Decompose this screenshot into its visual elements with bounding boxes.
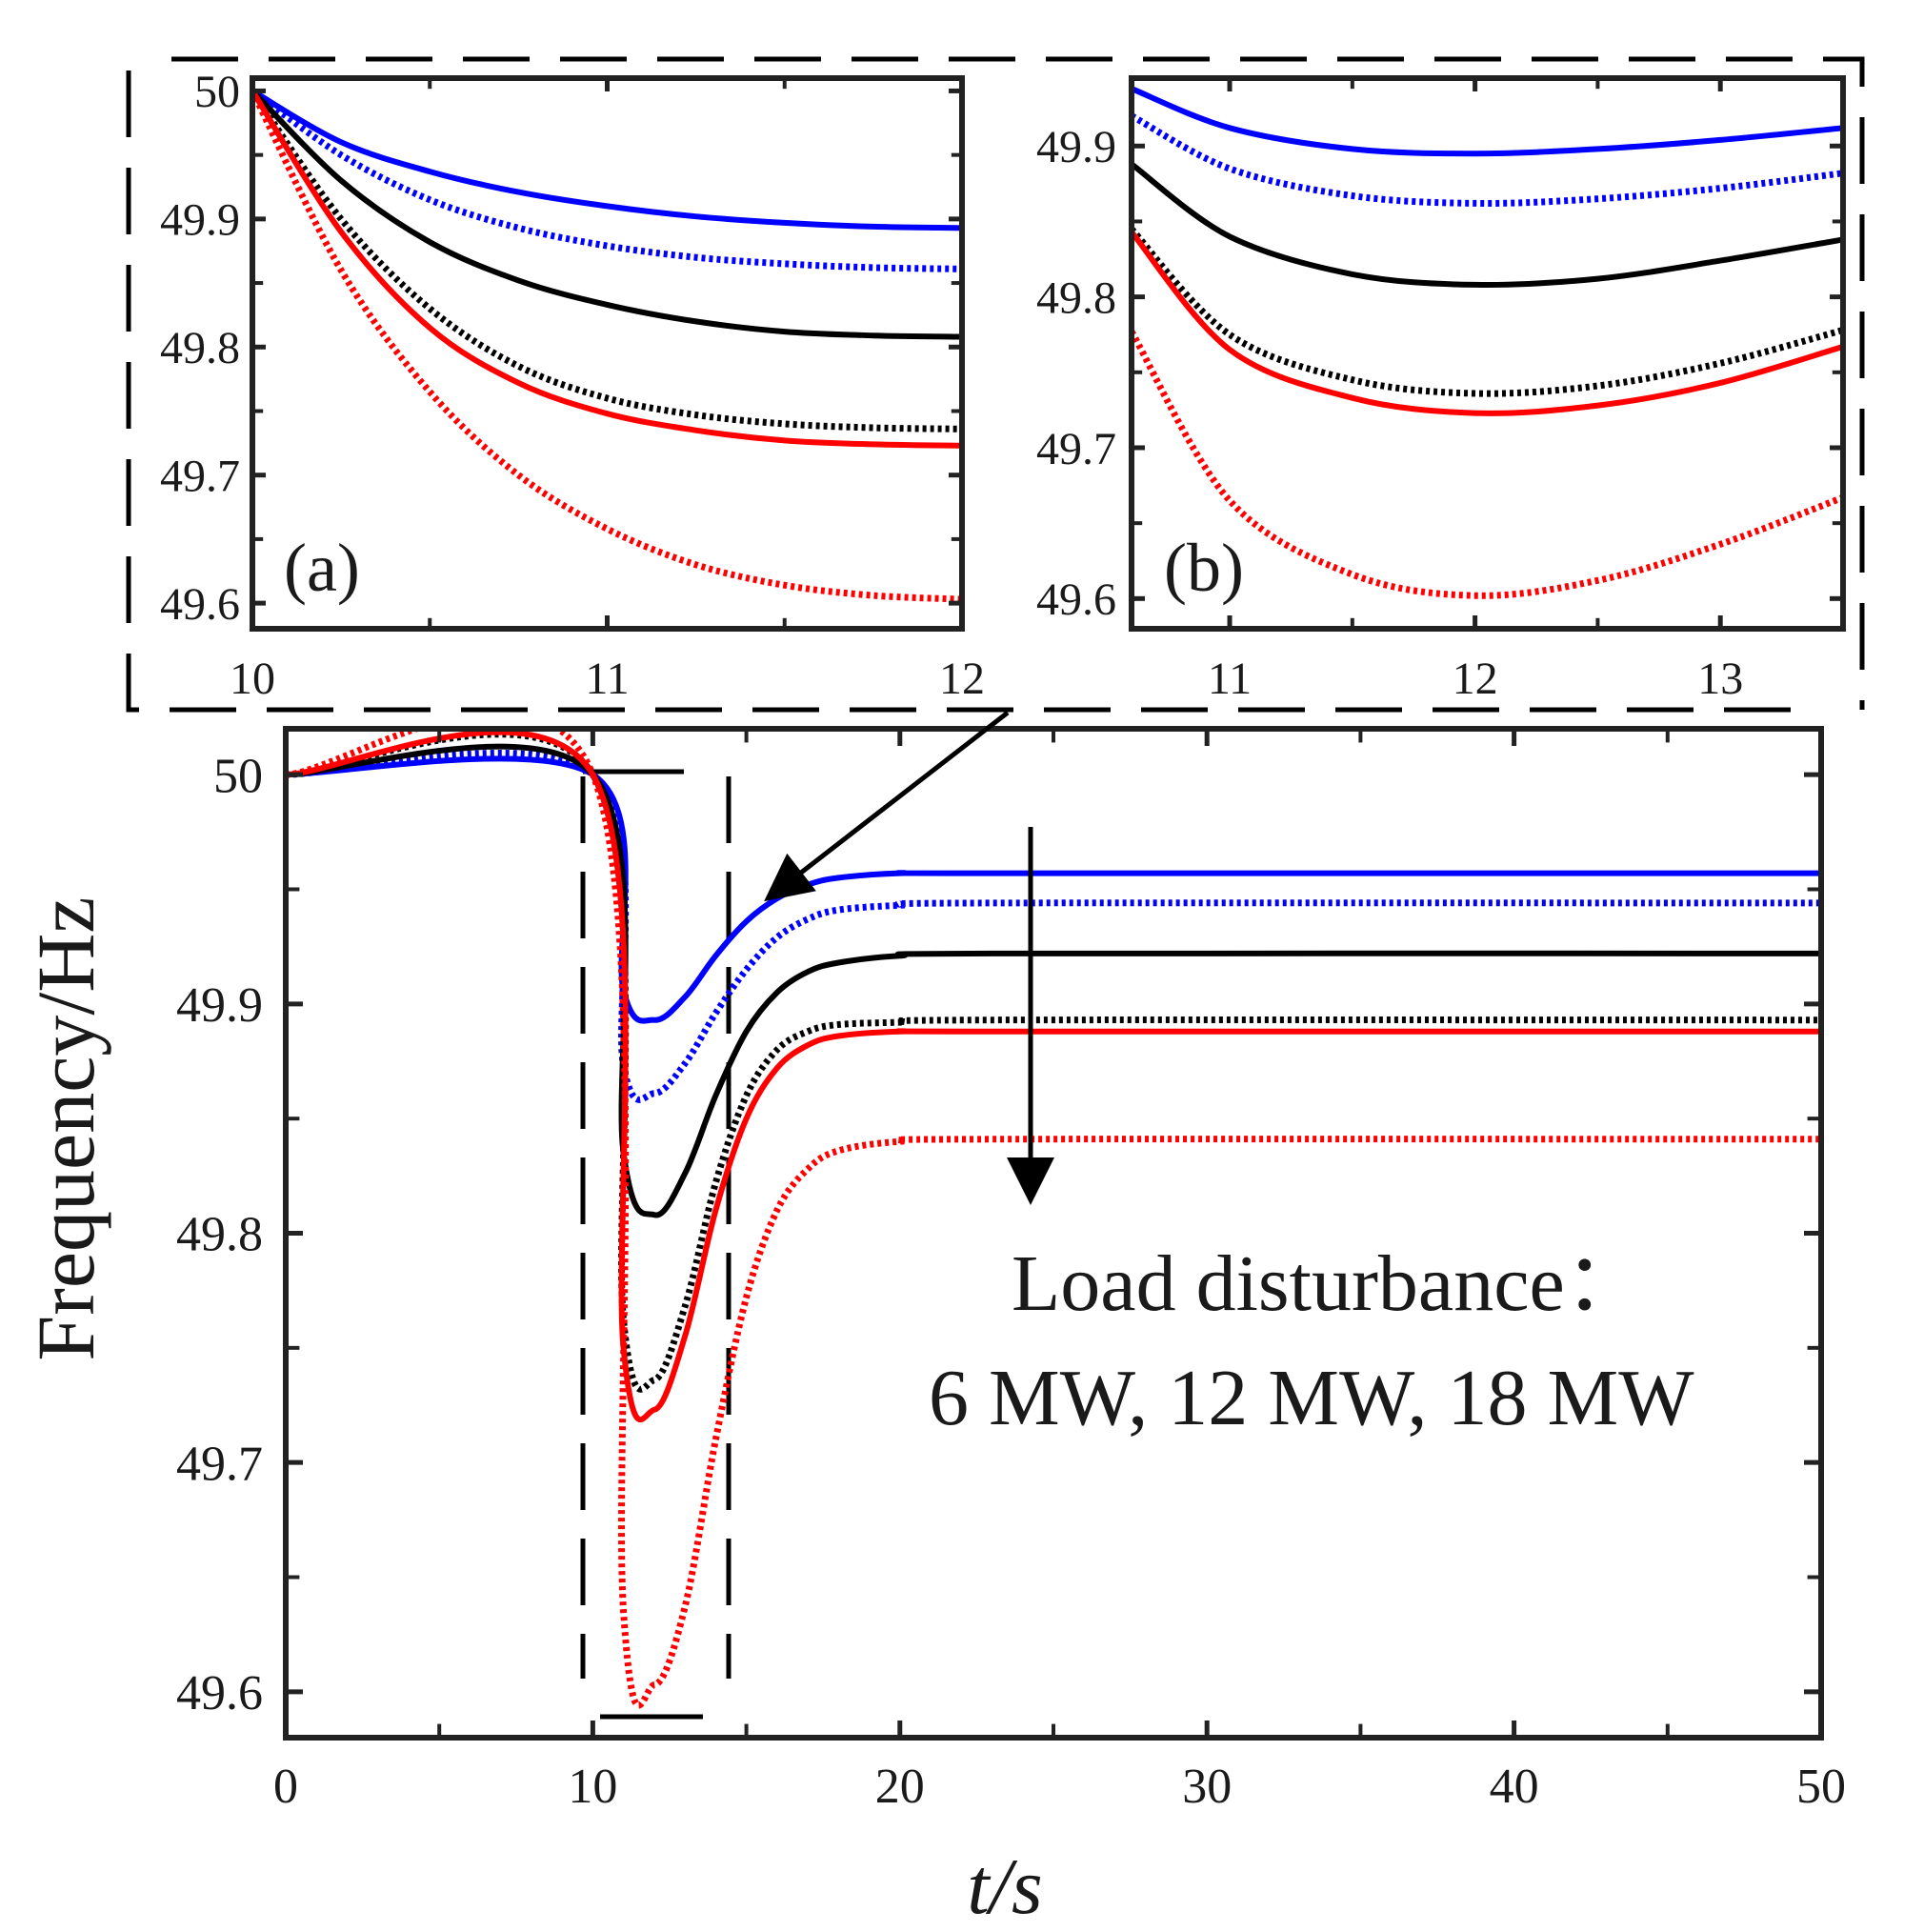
- annotation-line-1: Load disturbance：: [1012, 1239, 1645, 1328]
- main-y-tick-label: 49.9: [176, 978, 263, 1033]
- inset-b-y-tick-label: 49.8: [1036, 272, 1116, 323]
- inset-b-x-tick-label: 11: [1208, 654, 1252, 704]
- inset-a-x-tick-label: 10: [230, 654, 275, 704]
- inset-b-series-line-0: [1132, 86, 1843, 157]
- inset-a-y-tick-label: 49.8: [160, 323, 240, 373]
- inset-a-series-line-0: [252, 88, 962, 231]
- inset-b-y-tick-label: 49.9: [1036, 122, 1116, 172]
- main-x-tick-label: 20: [875, 1760, 925, 1814]
- main-y-axis-label: Frequency/Hz: [20, 896, 111, 1360]
- main-x-tick-label: 10: [568, 1760, 617, 1814]
- inset-a-x-tick-label: 11: [585, 654, 629, 704]
- main-x-tick-label: 0: [273, 1760, 298, 1814]
- main-series-line-5: [286, 729, 1821, 1709]
- main-axes-frame: [283, 726, 1824, 1741]
- main-series-line-1: [286, 750, 1821, 1103]
- inset-callout-frame: [126, 56, 1865, 713]
- callout-arrow: [764, 711, 1010, 902]
- main-series-line-2: [286, 743, 1821, 1218]
- main-x-tick-label: 30: [1182, 1760, 1232, 1814]
- main-x-tick-label: 40: [1490, 1760, 1539, 1814]
- main-series-line-0: [286, 755, 1821, 1024]
- main-y-tick-label: 50: [213, 749, 263, 803]
- inset-b-axes-frame: [1129, 75, 1846, 632]
- inset-b-series-line-2: [1132, 161, 1843, 289]
- inset-a-series-line-1: [252, 88, 962, 272]
- inset-a-series-line-3: [252, 89, 962, 433]
- inset-b-series-line-1: [1132, 112, 1843, 207]
- inset-b-y-tick-label: 49.6: [1036, 574, 1116, 625]
- inset-b-series-line-3: [1132, 227, 1843, 397]
- inset-a-x-tick-label: 12: [939, 654, 985, 704]
- inset-a-label: (a): [284, 530, 360, 606]
- main-x-axis-label: t/s: [967, 1842, 1042, 1931]
- inset-a-series-line-4: [252, 89, 962, 449]
- inset-a-y-tick-label: 50: [194, 67, 240, 117]
- annotation-line-2: 6 MW, 12 MW, 18 MW: [929, 1354, 1694, 1442]
- main-y-tick-label: 49.7: [176, 1437, 263, 1491]
- inset-a-plot: 10 11 12 49.6 49.7 49.8 49.9 50: [160, 67, 985, 704]
- inset-b-x-tick-label: 12: [1453, 654, 1498, 704]
- main-x-tick-label: 50: [1796, 1760, 1846, 1814]
- inset-b-series-group: [1132, 86, 1843, 599]
- main-series-line-4: [286, 729, 1821, 1423]
- inset-a-y-tick-label: 49.6: [160, 579, 240, 630]
- main-plot: 0 10 20 30 40 50 49.6 49.7 49.8 49.9 50: [176, 726, 1846, 1814]
- main-y-tick-label: 49.8: [176, 1208, 263, 1262]
- inset-b-x-tick-label: 13: [1697, 654, 1743, 704]
- inset-b-plot: 11 12 13 49.6 49.7 49.8 49.9: [1036, 75, 1846, 704]
- main-y-tick-label: 49.6: [176, 1666, 263, 1721]
- inset-b-label: (b): [1164, 530, 1244, 606]
- inset-a-y-tick-label: 49.7: [160, 451, 240, 501]
- inset-b-series-line-4: [1132, 230, 1843, 416]
- inset-a-series-line-5: [252, 89, 962, 603]
- inset-a-y-tick-label: 49.9: [160, 195, 240, 246]
- main-series-group: [286, 729, 1821, 1709]
- inset-a-series-group: [252, 88, 962, 603]
- zoom-region-marker: [580, 769, 732, 1720]
- inset-b-series-line-5: [1132, 330, 1843, 599]
- inset-b-y-tick-label: 49.7: [1036, 424, 1116, 474]
- inset-a-series-line-2: [252, 89, 962, 340]
